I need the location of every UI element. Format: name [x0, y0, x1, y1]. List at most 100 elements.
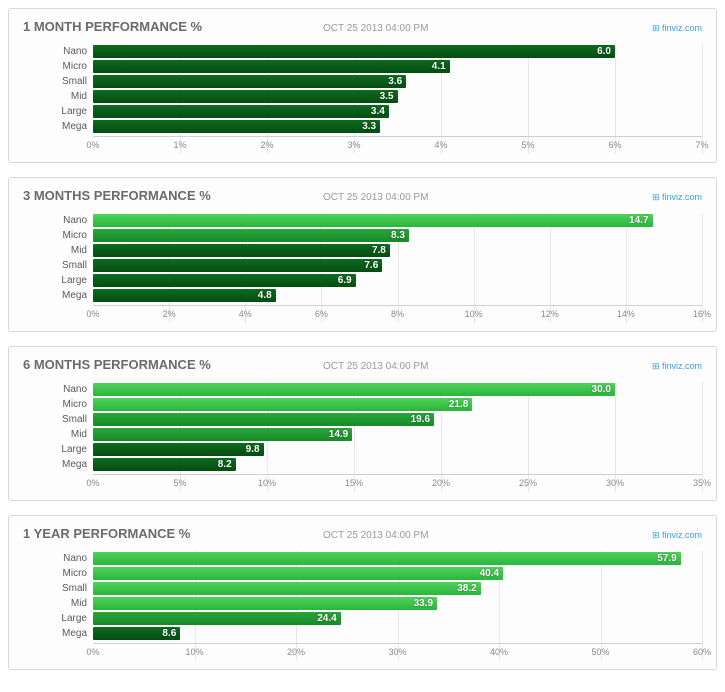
- bar: 7.6: [93, 259, 382, 272]
- plot-area: 6.04.1 3.6 3.5 3.43.3 0%1%2%3%4%5%6%7%: [93, 44, 702, 154]
- chart-body: NanoMicroSmallMidLargeMega57.940.438.233…: [23, 551, 702, 661]
- y-label: Large: [23, 104, 93, 119]
- y-label: Small: [23, 581, 93, 596]
- x-tick: 4%: [239, 309, 252, 319]
- x-tick: 0%: [86, 647, 99, 657]
- bar-row: 4.8: [93, 288, 702, 303]
- chart-timestamp: OCT 25 2013 04:00 PM: [323, 192, 652, 203]
- bar-row: 24.4: [93, 611, 702, 626]
- x-tick: 5%: [173, 478, 186, 488]
- bar-value: 40.4: [480, 567, 499, 580]
- chart-title: 1 MONTH PERFORMANCE %: [23, 19, 323, 34]
- bar-value: 3.5: [380, 90, 394, 103]
- bar-value: 8.3: [391, 229, 405, 242]
- x-axis: 0%5%10%15%20%25%30%35%: [93, 474, 702, 492]
- chart-timestamp: OCT 25 2013 04:00 PM: [323, 530, 652, 541]
- bar-row: 8.6: [93, 626, 702, 641]
- x-tick: 10%: [185, 647, 203, 657]
- gridline: [702, 551, 703, 661]
- chart-panel: 1 MONTH PERFORMANCE %OCT 25 2013 04:00 P…: [8, 8, 717, 163]
- bar-row: 57.9: [93, 551, 702, 566]
- bar: 19.6: [93, 413, 434, 426]
- y-label: Micro: [23, 397, 93, 412]
- bar: 8.3: [93, 229, 409, 242]
- chart-header: 6 MONTHS PERFORMANCE %OCT 25 2013 04:00 …: [23, 357, 702, 372]
- bar: 9.8: [93, 443, 264, 456]
- bar: 33.9: [93, 597, 437, 610]
- x-tick: 20%: [432, 478, 450, 488]
- y-label: Large: [23, 442, 93, 457]
- bar: 14.9: [93, 428, 352, 441]
- y-label: Mega: [23, 457, 93, 472]
- x-tick: 10%: [258, 478, 276, 488]
- bar-row: 7.8: [93, 243, 702, 258]
- bar-value: 7.6: [364, 259, 378, 272]
- chart-body: NanoMicroSmallMidLargeMega 30.0 21.8 19.6 14…: [23, 382, 702, 492]
- x-tick: 25%: [519, 478, 537, 488]
- x-tick: 3%: [347, 140, 360, 150]
- bar-row: 8.3: [93, 228, 702, 243]
- x-tick: 1%: [173, 140, 186, 150]
- chart-timestamp: OCT 25 2013 04:00 PM: [323, 23, 652, 34]
- bar-row: 3.6: [93, 74, 702, 89]
- y-label: Micro: [23, 228, 93, 243]
- x-tick: 0%: [86, 309, 99, 319]
- bar: 57.9: [93, 552, 681, 565]
- bar-row: 40.4: [93, 566, 702, 581]
- bar-value: 7.8: [372, 244, 386, 257]
- y-label: Large: [23, 273, 93, 288]
- bars: 30.0 21.8 19.6 14.9 9.88.2: [93, 382, 702, 472]
- y-axis-labels: NanoMicroSmallMidLargeMega: [23, 44, 93, 154]
- y-axis-labels: NanoMicroSmallMidLargeMega: [23, 382, 93, 492]
- bar-value: 3.6: [388, 75, 402, 88]
- x-tick: 10%: [465, 309, 483, 319]
- y-label: Large: [23, 611, 93, 626]
- source-link[interactable]: finviz.com: [652, 23, 702, 34]
- x-tick: 12%: [541, 309, 559, 319]
- source-link[interactable]: finviz.com: [652, 361, 702, 372]
- x-tick: 14%: [617, 309, 635, 319]
- x-tick: 40%: [490, 647, 508, 657]
- x-axis: 0%10%20%30%40%50%60%: [93, 643, 702, 661]
- bar-row: 14.9: [93, 427, 702, 442]
- x-tick: 8%: [391, 309, 404, 319]
- chart-body: NanoMicroMidSmallLargeMega14.78.3 7.8 7.6 6…: [23, 213, 702, 323]
- x-tick: 35%: [693, 478, 711, 488]
- x-axis: 0%1%2%3%4%5%6%7%: [93, 136, 702, 154]
- y-label: Mid: [23, 427, 93, 442]
- bar-row: 9.8: [93, 442, 702, 457]
- x-tick: 7%: [695, 140, 708, 150]
- charts-container: 1 MONTH PERFORMANCE %OCT 25 2013 04:00 P…: [8, 8, 717, 670]
- chart-title: 1 YEAR PERFORMANCE %: [23, 526, 323, 541]
- y-axis-labels: NanoMicroMidSmallLargeMega: [23, 213, 93, 323]
- bar-row: 4.1: [93, 59, 702, 74]
- chart-title: 3 MONTHS PERFORMANCE %: [23, 188, 323, 203]
- bar-value: 30.0: [592, 383, 611, 396]
- bar-row: 6.0: [93, 44, 702, 59]
- y-label: Nano: [23, 213, 93, 228]
- bar: 21.8: [93, 398, 472, 411]
- source-link[interactable]: finviz.com: [652, 530, 702, 541]
- bar-value: 6.9: [338, 274, 352, 287]
- source-link[interactable]: finviz.com: [652, 192, 702, 203]
- bar: 6.9: [93, 274, 356, 287]
- bar: 3.4: [93, 105, 389, 118]
- x-tick: 0%: [86, 140, 99, 150]
- bar-row: 3.3: [93, 119, 702, 134]
- y-axis-labels: NanoMicroSmallMidLargeMega: [23, 551, 93, 661]
- bar-row: 21.8: [93, 397, 702, 412]
- bar-row: 33.9: [93, 596, 702, 611]
- bars: 6.04.1 3.6 3.5 3.43.3: [93, 44, 702, 134]
- bar-value: 4.1: [432, 60, 446, 73]
- x-tick: 50%: [591, 647, 609, 657]
- chart-title: 6 MONTHS PERFORMANCE %: [23, 357, 323, 372]
- bar-row: 14.7: [93, 213, 702, 228]
- bar-value: 3.4: [371, 105, 385, 118]
- bars: 57.940.438.233.924.48.6: [93, 551, 702, 641]
- bar-value: 9.8: [246, 443, 260, 456]
- bar-row: 8.2: [93, 457, 702, 472]
- gridline: [702, 44, 703, 154]
- y-label: Mega: [23, 626, 93, 641]
- y-label: Nano: [23, 44, 93, 59]
- x-tick: 0%: [86, 478, 99, 488]
